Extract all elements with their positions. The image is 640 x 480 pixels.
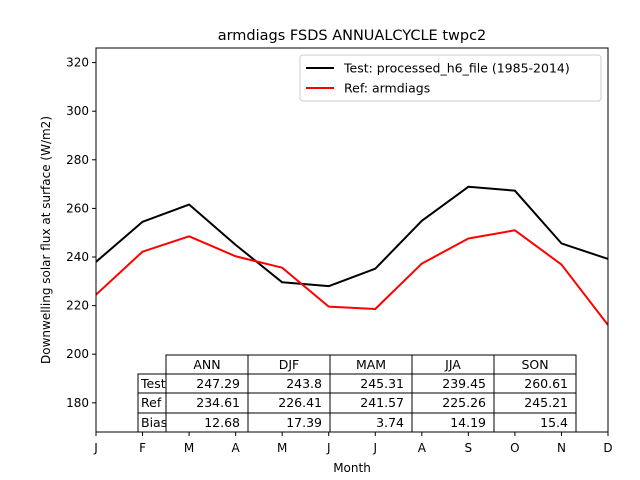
table-cell-value: 245.31 (360, 376, 404, 391)
table-cell-value: 14.19 (450, 415, 486, 430)
x-tick-label: S (465, 441, 473, 455)
table-cell-value: 15.4 (540, 415, 568, 430)
series-line-1 (96, 229, 608, 326)
legend-box (299, 54, 602, 102)
table-row-label: Bias (141, 415, 167, 430)
x-tick-label: M (184, 441, 194, 455)
table-header-label: JJA (444, 357, 461, 372)
y-tick-label: 280 (66, 153, 89, 167)
table-header-label: ANN (193, 357, 220, 372)
legend: Test: processed_h6_file (1985-2014) Ref: … (299, 54, 602, 102)
series-line-0 (96, 185, 608, 288)
table-row-label: Ref (141, 395, 162, 410)
legend-label: Test: processed_h6_file (1985-2014) (343, 61, 570, 76)
table-cell-value: 247.29 (196, 376, 240, 391)
legend-label: Ref: armdiags (344, 81, 430, 96)
table-cell-value: 239.45 (442, 376, 486, 391)
table-cell-value: 243.8 (286, 376, 322, 391)
table-cell-value: 234.61 (196, 395, 240, 410)
table-cell-value: 241.57 (360, 395, 404, 410)
y-axis-label: Downwelling solar flux at surface (W/m2) (39, 116, 53, 364)
series-layer (96, 185, 608, 326)
x-tick-label: A (232, 441, 241, 455)
table-row-label: Test (140, 376, 166, 391)
table-cell-value: 260.61 (524, 376, 568, 391)
y-tick-label: 320 (66, 56, 89, 70)
table-header-label: MAM (356, 357, 386, 372)
y-tick-label: 200 (66, 347, 89, 361)
table-cell-value: 12.68 (204, 415, 240, 430)
table-cell-value: 245.21 (524, 395, 568, 410)
chart-title: armdiags FSDS ANNUALCYCLE twpc2 (218, 28, 487, 44)
table-cell-value: 3.74 (376, 415, 404, 430)
x-tick-label: J (372, 441, 377, 455)
table-cell-value: 17.39 (286, 415, 322, 430)
x-tick-label: J (93, 441, 98, 455)
y-tick-label: 180 (66, 396, 89, 410)
y-tick-label: 260 (66, 201, 89, 215)
x-tick-label: D (603, 441, 612, 455)
table-header-label: DJF (279, 357, 300, 372)
y-tick-label: 220 (66, 299, 89, 313)
plot-frame (95, 47, 609, 433)
x-tick-label: N (557, 441, 566, 455)
x-tick-label: A (418, 441, 427, 455)
y-tick-label: 300 (66, 104, 89, 118)
y-tick-label: 240 (66, 250, 89, 264)
stats-table: ANN DJF MAM JJA SON Test 247.29 243.8 245.31 239.… (137, 354, 577, 433)
table-header-label: SON (521, 357, 548, 372)
table-cell-value: 225.26 (442, 395, 486, 410)
x-tick-label: J (326, 441, 331, 455)
x-tick-label: F (139, 441, 146, 455)
x-axis-label: Month (333, 461, 371, 475)
x-tick-label: O (510, 441, 519, 455)
x-tick-label: M (277, 441, 287, 455)
table-cell-value: 226.41 (278, 395, 322, 410)
